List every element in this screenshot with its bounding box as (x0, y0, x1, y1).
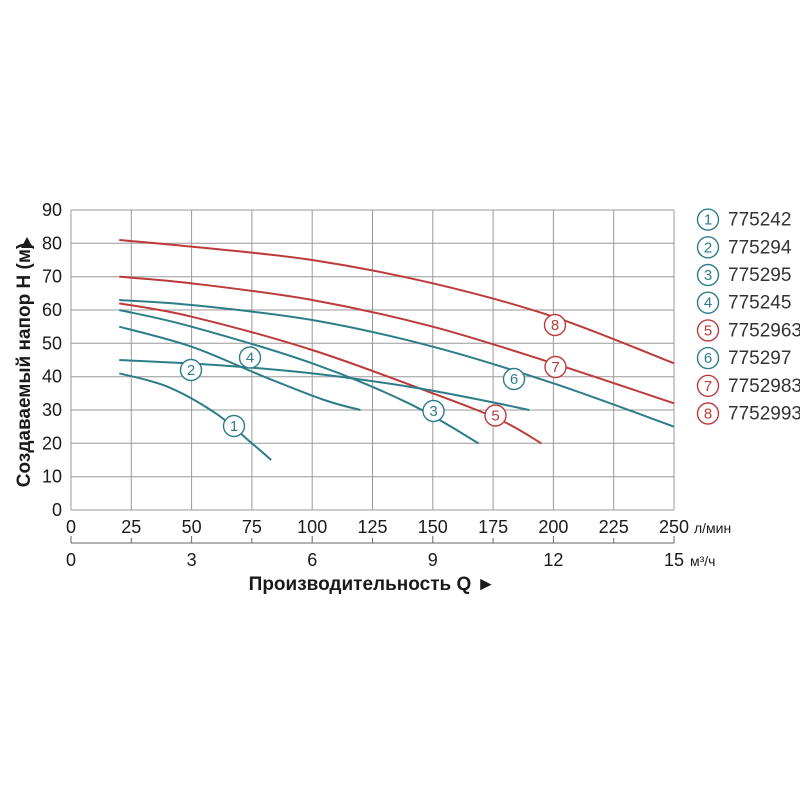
svg-text:1: 1 (704, 212, 712, 229)
svg-text:7752993: 7752993 (728, 404, 800, 425)
svg-text:л/мин: л/мин (694, 520, 731, 536)
svg-text:8: 8 (704, 406, 712, 423)
svg-text:7: 7 (704, 378, 712, 395)
svg-text:2: 2 (704, 239, 712, 256)
svg-text:1: 1 (230, 418, 238, 435)
svg-text:15: 15 (664, 550, 684, 570)
svg-text:5: 5 (704, 322, 712, 339)
svg-text:0: 0 (52, 500, 62, 520)
svg-text:6: 6 (704, 350, 712, 367)
svg-text:Производительность Q ►: Производительность Q ► (249, 574, 496, 595)
svg-text:90: 90 (42, 200, 62, 220)
svg-text:4: 4 (704, 295, 712, 312)
svg-text:Создаваемый напор H (м): Создаваемый напор H (м) (14, 243, 35, 487)
svg-text:5: 5 (491, 408, 499, 425)
svg-text:50: 50 (42, 333, 62, 353)
svg-text:8: 8 (551, 317, 559, 334)
svg-text:775295: 775295 (728, 265, 791, 286)
svg-text:3: 3 (704, 267, 712, 284)
svg-text:6: 6 (510, 371, 518, 388)
svg-text:75: 75 (242, 517, 262, 537)
svg-text:12: 12 (543, 550, 563, 570)
svg-text:775245: 775245 (728, 293, 791, 314)
svg-text:775242: 775242 (728, 210, 791, 231)
svg-text:60: 60 (42, 300, 62, 320)
svg-text:9: 9 (428, 550, 438, 570)
svg-text:м³/ч: м³/ч (690, 553, 715, 569)
svg-text:100: 100 (297, 517, 327, 537)
svg-text:70: 70 (42, 267, 62, 287)
svg-text:7752963: 7752963 (728, 320, 800, 341)
svg-text:6: 6 (307, 550, 317, 570)
svg-text:125: 125 (357, 517, 387, 537)
svg-text:30: 30 (42, 400, 62, 420)
svg-text:0: 0 (66, 517, 76, 537)
svg-text:7752983: 7752983 (728, 376, 800, 397)
svg-text:20: 20 (42, 433, 62, 453)
svg-text:7: 7 (551, 359, 559, 376)
svg-text:10: 10 (42, 467, 62, 487)
svg-text:175: 175 (478, 517, 508, 537)
svg-text:775294: 775294 (728, 237, 792, 258)
svg-text:0: 0 (66, 550, 76, 570)
svg-text:225: 225 (599, 517, 629, 537)
svg-text:4: 4 (246, 350, 254, 367)
svg-text:3: 3 (429, 403, 437, 420)
svg-text:200: 200 (538, 517, 568, 537)
svg-text:80: 80 (42, 233, 62, 253)
svg-text:250: 250 (659, 517, 689, 537)
svg-text:40: 40 (42, 367, 62, 387)
svg-text:150: 150 (418, 517, 448, 537)
svg-text:50: 50 (182, 517, 202, 537)
svg-text:775297: 775297 (728, 348, 791, 369)
svg-text:25: 25 (121, 517, 141, 537)
svg-text:2: 2 (187, 362, 195, 379)
svg-text:3: 3 (187, 550, 197, 570)
